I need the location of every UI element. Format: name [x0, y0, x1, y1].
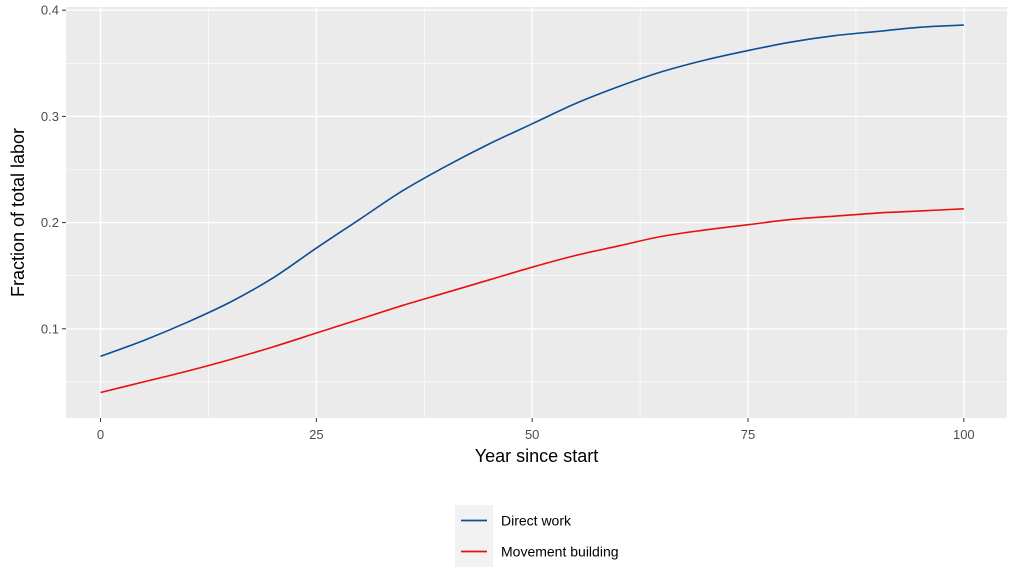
x-tick-label: 0: [97, 427, 104, 442]
x-tick-label: 25: [309, 427, 323, 442]
legend-label-0: Direct work: [501, 513, 572, 529]
x-axis-title: Year since start: [475, 446, 598, 466]
series-line-0: [100, 24, 964, 358]
y-axis-ticks: 0.1 0.2 0.3 0.4: [41, 3, 66, 336]
series-line-1: [100, 207, 964, 394]
minor-gridlines: [66, 7, 1007, 418]
legend-label-1: Movement building: [501, 544, 619, 560]
legend: Direct work Movement building: [455, 505, 619, 567]
major-gridlines: [66, 7, 1007, 418]
x-tick-label: 50: [525, 427, 539, 442]
x-axis-ticks: 0 25 50 75 100: [97, 418, 975, 442]
x-tick-label: 100: [953, 427, 975, 442]
series-lines: [100, 24, 964, 394]
y-axis-title: Fraction of total labor: [8, 128, 28, 297]
y-tick-label: 0.3: [41, 109, 59, 124]
x-tick-label: 75: [741, 427, 755, 442]
y-tick-label: 0.4: [41, 3, 59, 18]
y-tick-label: 0.1: [41, 321, 59, 336]
plot-panel: [66, 7, 1007, 418]
y-tick-label: 0.2: [41, 215, 59, 230]
legend-key-background: [455, 505, 493, 567]
